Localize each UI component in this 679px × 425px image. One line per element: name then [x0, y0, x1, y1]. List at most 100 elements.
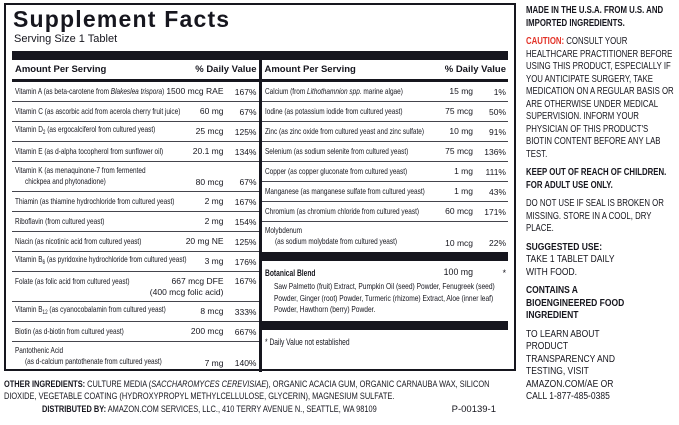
- nutrient-row: Selenium (as sodium selenite from cultur…: [261, 142, 508, 162]
- nutrient-amount: 7 mg: [204, 357, 224, 368]
- nutrient-name: Calcium (from Lithothamnion spp. marine …: [264, 86, 403, 96]
- nutrient-name: Vitamin B12 (as cyanocobalamin from cult…: [15, 304, 166, 316]
- nutrient-row: Calcium (from Lithothamnion spp. marine …: [261, 82, 508, 102]
- made-in-usa-notice: MADE IN THE U.S.A. FROM U.S. AND IMPORTE…: [526, 5, 664, 29]
- nutrient-daily-value: 136%: [484, 146, 506, 157]
- nutrient-name: Copper (as copper gluconate from culture…: [264, 166, 407, 176]
- divider-bar-top: [12, 51, 508, 60]
- nutrient-daily-value: 125%: [234, 236, 257, 247]
- nutrient-name: Zinc (as zinc oxide from cultured yeast …: [264, 126, 424, 136]
- suggested-use: SUGGESTED USE: TAKE 1 TABLET DAILY WITH F…: [526, 242, 644, 280]
- nutrient-amount: 1 mg: [454, 186, 473, 197]
- bioengineered-notice: CONTAINS A BIOENGINEERED FOOD INGREDIENT: [526, 285, 625, 321]
- nutrient-daily-value: 67%: [239, 106, 257, 117]
- nutrient-row: Vitamin C (as ascorbic acid from acerola…: [12, 102, 259, 122]
- nutrient-row: Folate (as folic acid from cultured yeas…: [12, 272, 259, 302]
- facts-column-left: Amount Per Serving % Daily Value Vitamin…: [12, 60, 259, 372]
- nutrient-rows-left: Vitamin A (as beta-carotene from Blakesl…: [12, 82, 259, 372]
- transparency-notice: TO LEARN ABOUT PRODUCT TRANSPARENCY AND …: [526, 328, 615, 403]
- nutrient-amount: 60 mg: [199, 106, 224, 117]
- nutrient-daily-value: 167%: [234, 276, 257, 286]
- nutrient-name: Thiamin (as thiamine hydrochloride from …: [15, 196, 175, 206]
- nutrient-row: Vitamin A (as beta-carotene from Blakesl…: [12, 82, 259, 102]
- nutrient-amount: 20 mg NE: [185, 236, 224, 247]
- nutrient-daily-value: 171%: [484, 206, 506, 217]
- nutrient-daily-value: 67%: [239, 177, 257, 187]
- header-daily-value: % Daily Value: [444, 64, 506, 75]
- nutrient-daily-value: 176%: [234, 256, 257, 267]
- nutrient-row: Niacin (as nicotinic acid from cultured …: [12, 232, 259, 252]
- nutrient-daily-value: 22%: [488, 238, 506, 248]
- nutrient-row: Vitamin B6 (as pyridoxine hydrochloride …: [12, 252, 259, 272]
- product-code: P-00139-1: [451, 404, 496, 415]
- caution-label: CAUTION:: [526, 36, 565, 47]
- nutrient-daily-value: 125%: [234, 126, 257, 137]
- nutrient-name: Iodine (as potassium iodide from culture…: [264, 106, 403, 116]
- nutrient-row: Manganese (as manganese sulfate from cul…: [261, 182, 508, 202]
- nutrient-amount: 60 mcg: [445, 206, 473, 217]
- column-header-left: Amount Per Serving % Daily Value: [12, 60, 259, 82]
- seal-storage-notice: DO NOT USE IF SEAL IS BROKEN OR MISSING.…: [526, 198, 664, 234]
- nutrient-row: Molybdenum (as sodium molybdate from cul…: [262, 222, 509, 252]
- nutrient-row: Zinc (as zinc oxide from cultured yeast …: [261, 122, 508, 142]
- nutrient-name: Folate (as folic acid from cultured yeas…: [15, 276, 130, 286]
- nutrient-name: Chromium (as chromium chloride from cult…: [264, 206, 419, 216]
- nutrient-amount: 25 mcg: [195, 126, 224, 137]
- nutrient-name-line2: chickpea and phytonadione): [25, 176, 106, 186]
- other-ingredients-text: CULTURE MEDIA (SACCHAROMYCES CEREVISIAE)…: [4, 379, 490, 402]
- nutrient-row: Vitamin K (as menaquinone-7 from ferment…: [12, 162, 259, 192]
- nutrient-name-line2: (as d-calcium pantothenate from cultured…: [25, 356, 162, 366]
- column-header-right: Amount Per Serving % Daily Value: [261, 60, 508, 82]
- divider-bar-botanical-top: [261, 252, 508, 261]
- distributed-by-label: DISTRIBUTED BY:: [42, 404, 107, 415]
- botanical-blend-description: Saw Palmetto (fruit) Extract, Pumpkin Oi…: [273, 281, 495, 314]
- panel-title: Supplement Facts: [13, 6, 231, 32]
- distributed-by: DISTRIBUTED BY: AMAZON.COM SERVICES, LLC…: [4, 404, 520, 416]
- nutrient-name: Vitamin E (as d-alpha tocopherol from su…: [15, 146, 164, 156]
- column-divider: [258, 60, 262, 372]
- caution-notice: CAUTION: CONSULT YOUR HEALTHCARE PRACTIT…: [526, 36, 674, 160]
- nutrient-daily-value: 111%: [485, 166, 506, 177]
- nutrient-daily-value: 154%: [234, 216, 257, 227]
- nutrient-amount: 75 mcg: [445, 146, 473, 157]
- nutrient-amount: 2 mg: [204, 196, 224, 207]
- nutrient-row: Iodine (as potassium iodide from culture…: [261, 102, 508, 122]
- nutrient-row: Vitamin B12 (as cyanocobalamin from cult…: [12, 302, 259, 322]
- keep-out-of-reach-notice: KEEP OUT OF REACH OF CHILDREN. FOR ADULT…: [526, 167, 667, 191]
- botanical-blend-dv: *: [502, 267, 506, 278]
- header-amount-per-serving: Amount Per Serving: [15, 64, 107, 75]
- nutrient-row: Pantothenic Acid (as d-calcium pantothen…: [12, 342, 259, 372]
- nutrient-amount: 3 mg: [204, 256, 224, 267]
- nutrient-name: Selenium (as sodium selenite from cultur…: [264, 146, 408, 156]
- nutrient-amount: 1 mg: [454, 166, 473, 177]
- nutrient-name: Biotin (as d-biotin from cultured yeast): [15, 326, 124, 336]
- sidebar-notices: MADE IN THE U.S.A. FROM U.S. AND IMPORTE…: [526, 5, 676, 410]
- nutrient-daily-value: 333%: [234, 306, 257, 317]
- header-daily-value: % Daily Value: [195, 64, 257, 75]
- nutrient-row: Thiamin (as thiamine hydrochloride from …: [12, 192, 259, 212]
- nutrient-daily-value: 667%: [234, 326, 257, 337]
- distributed-by-text: AMAZON.COM SERVICES, LLC., 410 TERRY AVE…: [106, 404, 377, 415]
- other-ingredients-label: OTHER INGREDIENTS:: [4, 379, 86, 390]
- nutrient-daily-value: 43%: [488, 186, 506, 197]
- nutrient-amount: 667 mcg DFE (400 mcg folic acid): [149, 276, 224, 297]
- nutrient-row: Biotin (as d-biotin from cultured yeast)…: [12, 322, 259, 342]
- nutrient-name: Manganese (as manganese sulfate from cul…: [264, 186, 425, 196]
- botanical-blend-title: Botanical Blend: [264, 267, 316, 278]
- serving-size: Serving Size 1 Tablet: [14, 33, 118, 45]
- nutrient-daily-value: 140%: [234, 358, 257, 368]
- botanical-blend-row: Botanical Blend 100 mg *: [262, 266, 509, 279]
- nutrient-name-line2: (as sodium molybdate from cultured yeast…: [274, 236, 397, 246]
- nutrient-name: Vitamin D2 (as ergocalciferol from cultu…: [15, 124, 156, 136]
- nutrient-amount: 10 mcg: [445, 237, 473, 248]
- nutrient-rows-right: Calcium (from Lithothamnion spp. marine …: [261, 82, 509, 252]
- nutrient-row: Chromium (as chromium chloride from cult…: [261, 202, 508, 222]
- nutrient-name: Vitamin C (as ascorbic acid from acerola…: [15, 106, 181, 116]
- nutrient-daily-value: 134%: [234, 146, 257, 157]
- divider-bar-botanical-bottom: [261, 320, 508, 330]
- daily-value-footnote: * Daily Value not established: [264, 336, 350, 347]
- nutrient-amount: 20.1 mg: [192, 146, 224, 157]
- nutrient-daily-value: 167%: [234, 86, 257, 97]
- nutrient-name: Vitamin K (as menaquinone-7 from ferment…: [15, 165, 146, 175]
- other-ingredients: OTHER INGREDIENTS: CULTURE MEDIA (SACCHA…: [4, 379, 520, 403]
